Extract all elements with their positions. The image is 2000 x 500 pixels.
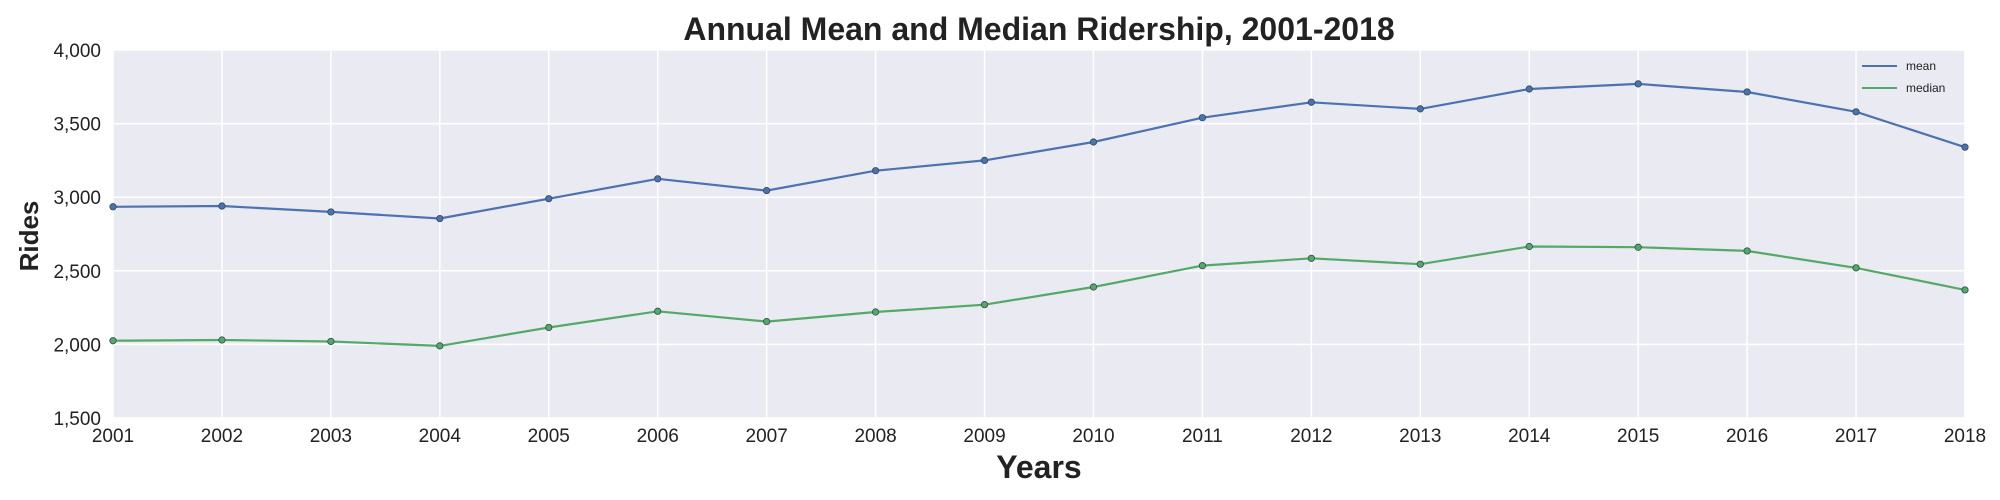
point-mean-2008: [871, 167, 880, 175]
point-mean-2002: [218, 202, 226, 210]
series-line-mean: [112, 82, 1966, 220]
point-mean-2018: [1961, 143, 1969, 151]
point-median-2006: [654, 307, 662, 315]
point-median-2009: [980, 301, 989, 309]
point-mean-2009: [980, 156, 989, 164]
series-line-median: [112, 245, 1966, 348]
point-median-2015: [1634, 243, 1642, 251]
y-tick-label: 2,000: [53, 335, 101, 356]
x-tick-label: 2007: [746, 426, 788, 447]
point-median-2012: [1307, 254, 1315, 262]
point-mean-2014: [1525, 85, 1533, 93]
point-median-2001: [109, 337, 117, 345]
x-axis-label: Years: [996, 449, 1081, 485]
y-tick-labels: 1,500 2,000 2,500 3,000 3,500 4,000: [53, 41, 101, 430]
x-tick-label: 2018: [1944, 426, 1986, 447]
point-mean-2001: [109, 203, 117, 211]
chart-title: Annual Mean and Median Ridership, 2001-2…: [683, 11, 1394, 47]
x-tick-label: 2011: [1182, 426, 1223, 447]
legend-label-median: median: [1906, 81, 1945, 95]
y-tick-label: 3,000: [53, 188, 101, 209]
point-median-2004: [436, 342, 444, 350]
legend-label-mean: mean: [1906, 59, 1936, 73]
point-mean-2012: [1307, 98, 1315, 106]
point-median-2003: [327, 337, 335, 346]
x-tick-label: 2008: [854, 426, 896, 447]
point-median-2018: [1961, 286, 1969, 294]
x-tick-label: 2001: [92, 426, 134, 447]
point-mean-2004: [436, 214, 444, 223]
point-median-2007: [763, 317, 771, 326]
point-median-2011: [1198, 262, 1207, 270]
point-mean-2017: [1852, 108, 1860, 116]
point-mean-2013: [1416, 105, 1424, 113]
x-tick-label: 2017: [1835, 426, 1877, 447]
point-mean-2016: [1743, 88, 1751, 96]
point-mean-2007: [763, 186, 771, 195]
x-tick-label: 2013: [1399, 426, 1441, 447]
y-tick-label: 1,500: [53, 409, 101, 430]
point-mean-2006: [654, 175, 662, 183]
y-tick-label: 2,500: [53, 262, 101, 283]
x-tick-label: 2010: [1072, 426, 1114, 447]
x-tick-label: 2012: [1290, 426, 1332, 447]
point-mean-2015: [1634, 80, 1642, 88]
grid: [112, 49, 1966, 419]
point-median-2010: [1089, 283, 1098, 291]
x-tick-label: 2016: [1726, 426, 1768, 447]
x-tick-label: 2003: [310, 426, 352, 447]
x-tick-label: 2004: [419, 426, 462, 447]
point-mean-2003: [327, 208, 335, 216]
x-tick-label: 2014: [1508, 426, 1551, 447]
point-median-2014: [1525, 242, 1533, 251]
series-lines: [112, 82, 1966, 348]
point-median-2017: [1852, 264, 1860, 272]
point-median-2008: [871, 308, 880, 316]
legend: mean median: [1862, 59, 1945, 95]
x-tick-labels: 2001 2002 2003 2004 2005 2006 2007 2008 2009 2010…: [92, 426, 1986, 447]
y-tick-label: 4,000: [53, 41, 101, 62]
point-median-2016: [1743, 247, 1751, 255]
x-tick-label: 2015: [1617, 426, 1659, 447]
point-median-2005: [545, 323, 553, 332]
x-tick-label: 2009: [963, 426, 1005, 447]
series-points: [109, 80, 1969, 350]
point-mean-2011: [1198, 114, 1207, 122]
x-tick-label: 2005: [528, 426, 570, 447]
x-tick-label: 2006: [637, 426, 679, 447]
plot-area: [113, 50, 1965, 418]
point-mean-2010: [1089, 138, 1098, 146]
point-mean-2005: [545, 195, 553, 203]
point-median-2013: [1416, 260, 1424, 268]
x-tick-label: 2002: [201, 426, 243, 447]
y-axis-label: Rides: [14, 201, 44, 272]
y-tick-label: 3,500: [53, 115, 101, 136]
point-median-2002: [218, 336, 226, 344]
